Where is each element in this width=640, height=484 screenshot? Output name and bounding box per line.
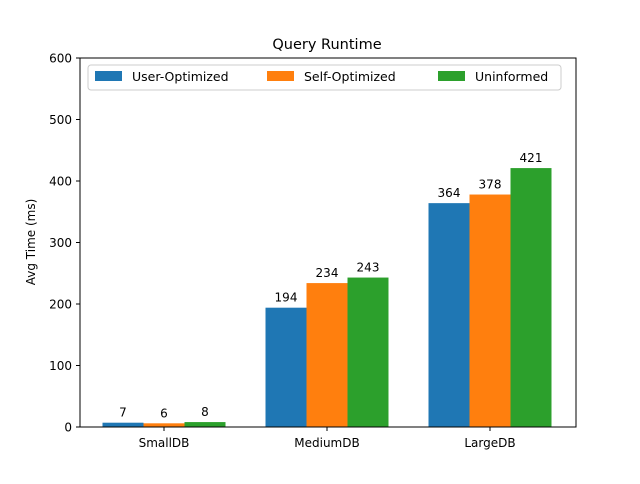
- y-tick-label: 0: [64, 421, 72, 435]
- value-labels-group: 7 6 8 194 234 243 364 378 421: [119, 151, 542, 420]
- y-tick-label: 200: [49, 298, 72, 312]
- bar-value-label: 243: [357, 261, 380, 275]
- bar: [428, 203, 470, 427]
- legend-swatch: [267, 71, 294, 81]
- legend-label: Self-Optimized: [304, 69, 396, 84]
- bar-value-label: 7: [119, 406, 127, 420]
- x-tick-label: SmallDB: [139, 436, 190, 450]
- plot-area-frame: [79, 57, 577, 428]
- legend-items: User-Optimized Self-Optimized Uninformed: [95, 69, 548, 84]
- bar-value-label: 378: [479, 178, 502, 192]
- y-axis: 0 100 200 300 400 500 600: [49, 52, 80, 435]
- chart-title: Query Runtime: [272, 37, 381, 53]
- legend: User-Optimized Self-Optimized Uninformed: [87, 64, 562, 91]
- x-axis: SmallDB MediumDB LargeDB: [139, 427, 516, 450]
- bar-value-label: 6: [160, 406, 168, 420]
- legend-label: Uninformed: [475, 69, 548, 84]
- bar: [143, 423, 185, 427]
- x-tick-label: LargeDB: [464, 436, 515, 450]
- bar: [510, 168, 552, 427]
- bar: [265, 307, 307, 427]
- y-tick-label: 100: [49, 359, 72, 373]
- bar: [102, 422, 144, 427]
- y-tick-label: 500: [49, 113, 72, 127]
- bar-value-label: 364: [438, 186, 461, 200]
- bar: [184, 422, 226, 427]
- x-tick-label: MediumDB: [294, 436, 359, 450]
- bar: [469, 194, 511, 427]
- y-axis-label: Avg Time (ms): [24, 199, 38, 286]
- bar: [347, 277, 389, 427]
- legend-label: User-Optimized: [132, 69, 229, 84]
- bar-value-label: 194: [275, 291, 298, 305]
- bar: [306, 283, 348, 427]
- bars-group: [102, 168, 552, 427]
- bar-value-label: 8: [201, 405, 209, 419]
- legend-swatch: [438, 71, 465, 81]
- legend-swatch: [95, 71, 122, 81]
- bar-value-label: 234: [316, 266, 339, 280]
- y-tick-label: 300: [49, 236, 72, 250]
- bar-value-label: 421: [520, 151, 543, 165]
- y-tick-label: 600: [49, 52, 72, 66]
- y-tick-label: 400: [49, 175, 72, 189]
